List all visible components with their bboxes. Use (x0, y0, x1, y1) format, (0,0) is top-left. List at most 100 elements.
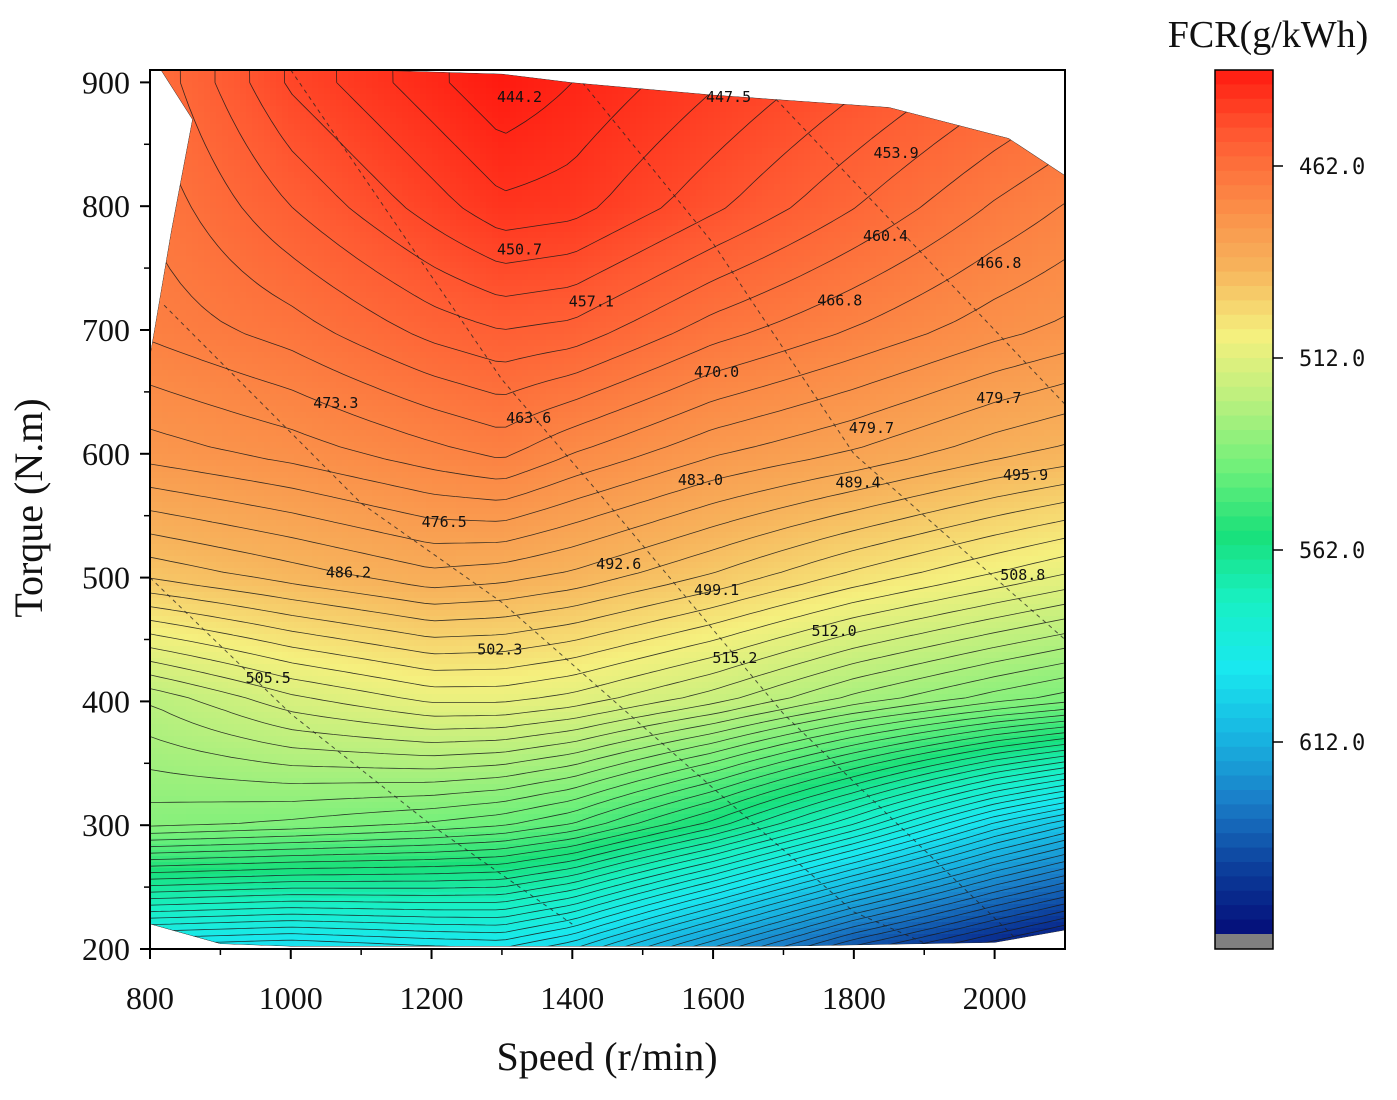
field-cell (222, 532, 229, 539)
field-cell (204, 766, 211, 773)
field-cell (192, 832, 199, 839)
field-cell (198, 346, 205, 353)
field-cell (162, 514, 169, 521)
field-cell (198, 88, 205, 95)
field-cell (174, 472, 181, 479)
field-cell (210, 208, 217, 215)
field-cell (204, 784, 211, 791)
field-cell (186, 526, 193, 533)
field-cell (192, 382, 199, 389)
field-cell (180, 586, 187, 593)
field-cell (222, 136, 229, 143)
field-cell (156, 394, 163, 401)
field-cell (210, 412, 217, 419)
field-cell (156, 346, 163, 353)
field-cell (192, 538, 199, 545)
field-cell (186, 478, 193, 485)
field-cell (216, 508, 223, 515)
field-cell (216, 400, 223, 407)
field-cell (180, 412, 187, 419)
field-cell (162, 844, 169, 851)
field-cell (204, 172, 211, 179)
field-cell (204, 550, 211, 557)
field-cell (156, 718, 163, 725)
field-cell (186, 712, 193, 719)
field-cell (180, 256, 187, 263)
field-cell (216, 820, 223, 827)
field-cell (174, 298, 181, 305)
field-cell (198, 592, 205, 599)
field-cell (180, 358, 187, 365)
field-cell (174, 922, 181, 929)
field-cell (192, 286, 199, 293)
field-cell (174, 358, 181, 365)
field-cell (216, 868, 223, 875)
field-cell (222, 118, 229, 125)
field-cell (162, 334, 169, 341)
field-cell (174, 568, 181, 575)
field-cell (186, 628, 193, 635)
field-cell (174, 772, 181, 779)
field-cell (156, 754, 163, 761)
field-cell (216, 178, 223, 185)
field-cell (216, 802, 223, 809)
field-cell (162, 550, 169, 557)
field-cell (222, 526, 229, 533)
field-cell (204, 460, 211, 467)
field-cell (216, 310, 223, 317)
field-cell (174, 484, 181, 491)
field-cell (204, 436, 211, 443)
field-cell (156, 664, 163, 671)
field-cell (168, 370, 175, 377)
field-cell (204, 220, 211, 227)
field-cell (222, 292, 229, 299)
field-cell (216, 172, 223, 179)
field-cell (186, 388, 193, 395)
field-cell (174, 802, 181, 809)
field-cell (204, 268, 211, 275)
field-cell (174, 868, 181, 875)
field-cell (222, 130, 229, 137)
contour-chart: 444.2 447.5 453.9 450.7 460.4 466.8 457.1 466.8… (0, 0, 1397, 1095)
field-cell (162, 796, 169, 803)
field-cell (210, 382, 217, 389)
field-cell (204, 166, 211, 173)
field-cell (192, 322, 199, 329)
field-cell (210, 886, 217, 893)
field-cell (180, 724, 187, 731)
field-cell (216, 304, 223, 311)
field-cell (222, 250, 229, 257)
field-cell (216, 916, 223, 923)
field-cell (198, 250, 205, 257)
field-cell (210, 112, 217, 119)
field-cell (180, 814, 187, 821)
field-cell (174, 502, 181, 509)
field-cell (162, 376, 169, 383)
field-cell (186, 844, 193, 851)
field-cell (180, 922, 187, 929)
field-cell (162, 640, 169, 647)
field-cell (216, 436, 223, 443)
field-cell (186, 268, 193, 275)
field-cell (216, 238, 223, 245)
field-cell (168, 844, 175, 851)
field-cell (168, 640, 175, 647)
field-cell (216, 478, 223, 485)
field-cell (186, 520, 193, 527)
field-cell (216, 136, 223, 143)
field-cell (174, 718, 181, 725)
field-cell (204, 76, 211, 83)
field-cell (168, 724, 175, 731)
field-cell (216, 862, 223, 869)
field-cell (216, 934, 223, 941)
field-cell (216, 712, 223, 719)
field-cell (168, 364, 175, 371)
field-cell (204, 748, 211, 755)
field-cell (168, 454, 175, 461)
field-cell (162, 352, 169, 359)
field-cell (216, 604, 223, 611)
field-cell (192, 310, 199, 317)
field-cell (204, 880, 211, 887)
field-cell (204, 856, 211, 863)
field-cell (210, 544, 217, 551)
